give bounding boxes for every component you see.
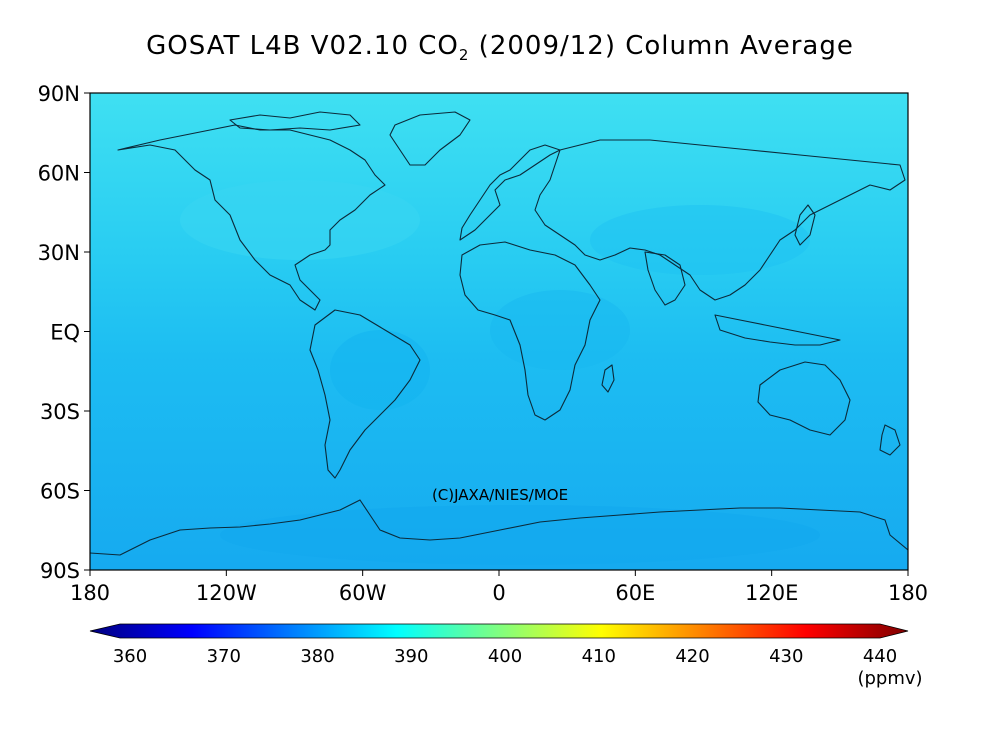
new-zealand-coast (879, 424, 901, 456)
greenland-coast (389, 111, 471, 166)
lat-tick-label: 90S (40, 559, 80, 583)
madagascar-coast (601, 364, 615, 393)
field-variation (330, 330, 430, 410)
colorbar-labels: 360 370 380 390 400 410 420 430 440 (113, 646, 897, 667)
japan-coast (794, 204, 816, 246)
lat-tick-label: 60S (40, 480, 80, 504)
coastlines (90, 111, 908, 556)
title-main: GOSAT L4B V02.10 CO (146, 31, 459, 61)
colorbar-tick-label: 410 (582, 646, 616, 667)
europe-coast (459, 144, 561, 241)
map-title: GOSAT L4B V02.10 CO2 (2009/12) Column Av… (146, 31, 854, 64)
colorbar-tick-label: 370 (207, 646, 241, 667)
lat-tick-label: EQ (50, 321, 80, 345)
lon-tick-label: 180 (888, 581, 928, 605)
asia-coast (534, 139, 906, 301)
field-variation (490, 290, 630, 370)
colorbar-tick-label: 390 (394, 646, 428, 667)
lon-tick-label: 120E (745, 581, 798, 605)
australia-coast (757, 361, 851, 436)
field-variation (220, 505, 820, 565)
lon-tick-label: 0 (492, 581, 505, 605)
colorbar-unit: (ppmv) (857, 668, 922, 689)
lat-tick-label: 90N (38, 82, 80, 106)
lat-tick-label: 60N (38, 162, 80, 186)
title-subscript: 2 (459, 46, 470, 64)
colorbar-tick-label: 400 (488, 646, 522, 667)
south-america-coast (309, 309, 421, 479)
copyright-notice: (C)JAXA/NIES/MOE (432, 486, 568, 504)
india-coast (644, 251, 686, 306)
lon-tick-label: 60W (339, 581, 387, 605)
colorbar-tick-label: 420 (675, 646, 709, 667)
colorbar-tick-label: 430 (769, 646, 803, 667)
africa-coast (459, 241, 601, 421)
colorbar: 360 370 380 390 400 410 420 430 440 (ppmv) (89, 623, 923, 689)
lat-tick-label: 30N (38, 241, 80, 265)
north-america-coast (117, 124, 386, 311)
colorbar-tick-label: 440 (863, 646, 897, 667)
lon-tick-label: 180 (70, 581, 110, 605)
map-panel (90, 93, 908, 570)
field-variation (180, 180, 420, 260)
antarctica-coast (90, 499, 908, 556)
longitude-axis: 180 120W 60W 0 60E 120E 180 (70, 570, 928, 605)
lat-tick-label: 30S (40, 400, 80, 424)
indonesia-coast (714, 314, 841, 346)
colorbar-bar (89, 623, 909, 639)
latitude-axis: 90N 60N 30N EQ 30S 60S 90S (38, 82, 90, 583)
colorbar-tick-label: 380 (300, 646, 334, 667)
lon-tick-label: 120W (196, 581, 257, 605)
field-variation (590, 205, 810, 275)
lon-tick-label: 60E (615, 581, 655, 605)
colorbar-tick-label: 360 (113, 646, 147, 667)
title-rest: (2009/12) Column Average (469, 31, 853, 61)
arctic-islands (229, 111, 361, 131)
